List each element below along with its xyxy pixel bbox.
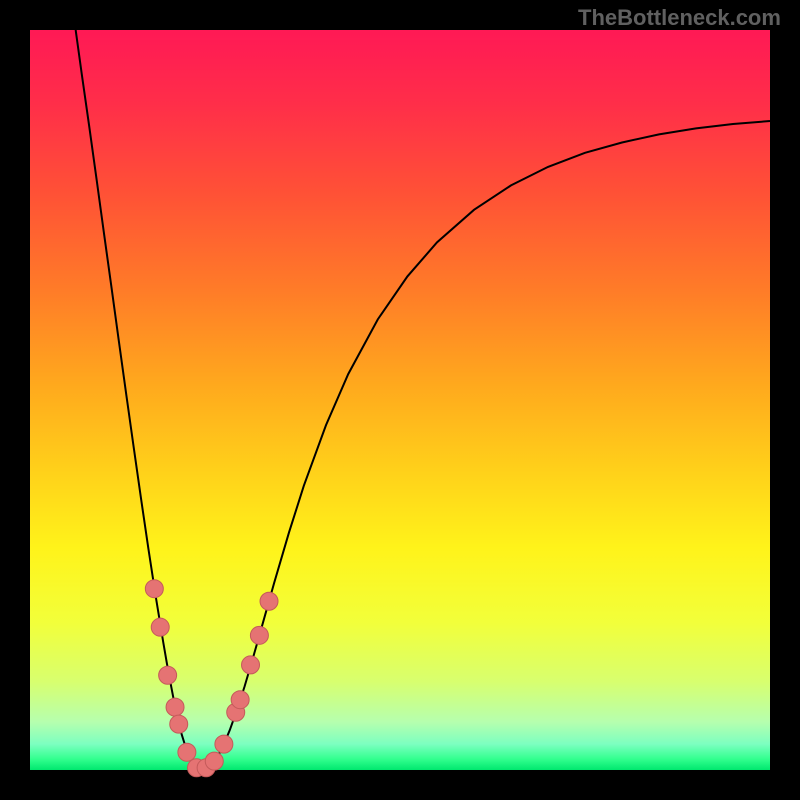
plot-background xyxy=(30,30,770,770)
data-marker xyxy=(178,743,196,761)
data-marker xyxy=(215,735,233,753)
data-marker xyxy=(145,580,163,598)
chart-svg xyxy=(0,0,800,800)
watermark-text: TheBottleneck.com xyxy=(578,5,781,31)
chart-container: TheBottleneck.com xyxy=(0,0,800,800)
data-marker xyxy=(170,715,188,733)
data-marker xyxy=(166,698,184,716)
data-marker xyxy=(250,626,268,644)
data-marker xyxy=(242,656,260,674)
data-marker xyxy=(205,752,223,770)
data-marker xyxy=(260,592,278,610)
data-marker xyxy=(151,618,169,636)
data-marker xyxy=(231,691,249,709)
data-marker xyxy=(159,666,177,684)
